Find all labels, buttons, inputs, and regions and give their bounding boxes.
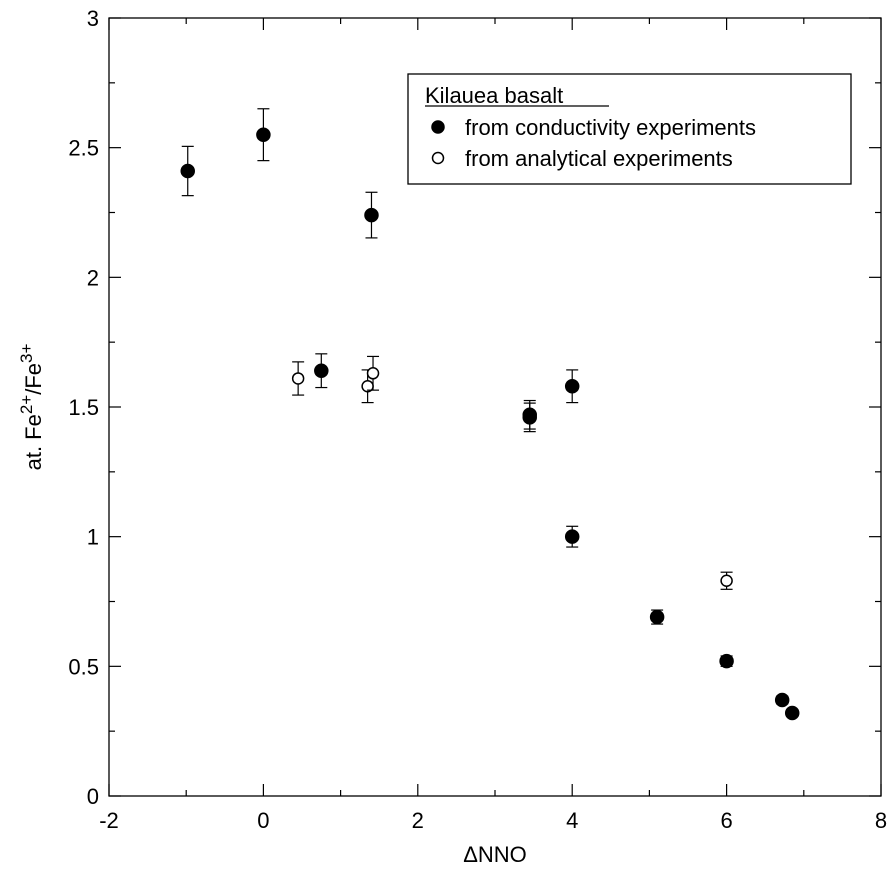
series-conductivity xyxy=(180,108,800,721)
legend-title: Kilauea basalt xyxy=(425,83,563,108)
y-label-superscript-2: 3+ xyxy=(17,344,36,363)
data-point-filled xyxy=(364,207,379,223)
tick-labels-layer: -2 0 2 4 6 800.511.522.53 xyxy=(68,6,887,833)
y-tick-label: 2 xyxy=(87,265,99,290)
legend-entry-analytical: from analytical experiments xyxy=(465,146,733,171)
data-point-open xyxy=(366,367,380,380)
x-tick-label: 2 xyxy=(412,808,424,833)
data-layer xyxy=(180,108,800,721)
y-tick-label: 1 xyxy=(87,525,99,550)
x-axis-label: ΔNNO xyxy=(463,842,527,867)
data-point-filled xyxy=(180,163,195,179)
y-label-part-2: /Fe xyxy=(21,363,46,395)
y-label-superscript-1: 2+ xyxy=(17,395,36,414)
x-tick-label: 8 xyxy=(875,808,887,833)
legend-marker-open xyxy=(431,151,445,165)
y-tick-label: 0 xyxy=(87,784,99,809)
data-point-filled xyxy=(784,705,800,721)
plot-frame xyxy=(108,17,882,797)
data-point-open xyxy=(720,574,733,588)
data-point-filled xyxy=(314,363,329,378)
x-tick-label: 4 xyxy=(566,808,578,833)
x-tick-label: -2 xyxy=(99,808,119,833)
y-tick-label: 0.5 xyxy=(68,654,99,679)
y-tick-label: 2.5 xyxy=(68,136,99,161)
x-tick-label: 6 xyxy=(720,808,732,833)
x-tick-label: 0 xyxy=(257,808,269,833)
legend-entry-conductivity: from conductivity experiments xyxy=(465,115,756,140)
data-point-filled xyxy=(564,379,580,394)
y-label-part-1: at. Fe xyxy=(21,414,46,470)
data-point-filled xyxy=(649,609,665,625)
legend: Kilauea basalt from conductivity experim… xyxy=(407,73,852,185)
y-axis-label: at. Fe2+/Fe3+ xyxy=(17,344,46,471)
y-tick-label: 1.5 xyxy=(68,395,99,420)
data-point-filled xyxy=(719,653,734,669)
series-analytical xyxy=(291,355,733,590)
data-point-filled xyxy=(774,692,790,708)
data-point-filled xyxy=(564,529,580,544)
data-point-filled xyxy=(522,410,537,425)
legend-box xyxy=(407,73,852,185)
legend-marker-filled xyxy=(431,120,445,134)
y-tick-label: 3 xyxy=(87,6,99,31)
data-point-open xyxy=(291,372,305,385)
data-point-filled xyxy=(256,127,271,142)
